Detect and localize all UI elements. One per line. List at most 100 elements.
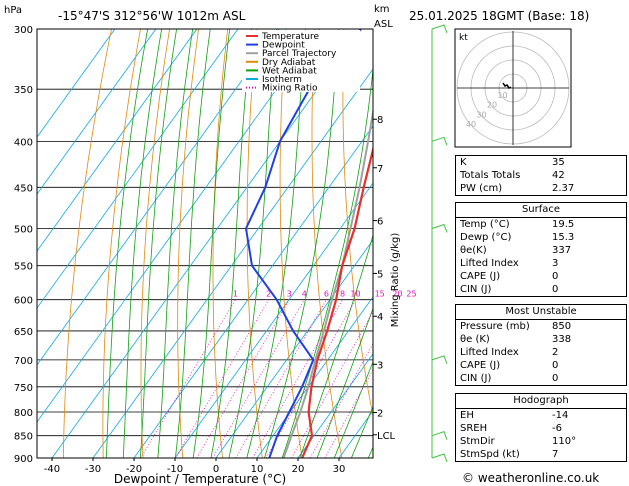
pressure-axis: 300 350 400 450 500 550 600 650 700 750 800 850 900 (14, 25, 33, 465)
mixing-ratio-line (196, 299, 290, 458)
wet-adiabat-line (210, 29, 252, 458)
wet-adiabat-line (192, 29, 231, 458)
mixing-ratio-label: 4 (302, 290, 307, 299)
hodograph-ring-label: 20 (487, 101, 497, 110)
dry-adiabat-line (246, 29, 263, 458)
grid-lines (37, 29, 373, 458)
hodo-row: StmDir 110° (460, 436, 577, 447)
temperature-tick-label: 10 (251, 464, 264, 475)
dry-adiabat-line (342, 29, 373, 419)
km-tick-label: 8 (377, 115, 383, 126)
mixing-ratio-line (174, 299, 270, 458)
pressure-tick-label: 600 (14, 296, 33, 307)
mixing-ratio-label: 20 (392, 290, 402, 299)
mixing-ratio-axis-label: Mixing Ratio (g/kg) (390, 233, 401, 328)
km-axis: 8 7 6 5 4 3 2 LCL (373, 115, 396, 442)
temperature-tick-label: -40 (44, 464, 60, 475)
footer-credit: © weatheronline.co.uk (462, 471, 599, 485)
isotherm-line (37, 29, 239, 309)
legend-label: Wet Adiabat (262, 66, 317, 76)
pressure-tick-label: 800 (14, 408, 33, 419)
mixing-ratio-line (324, 368, 373, 458)
pressure-tick-label: 500 (14, 224, 33, 235)
isotherm-line (37, 29, 198, 252)
wet-adiabat-line (228, 29, 277, 458)
km-tick-label: 7 (377, 164, 383, 175)
pressure-tick-label: 900 (14, 454, 33, 465)
wind-barbs (431, 24, 448, 463)
isotherm-line (37, 29, 280, 366)
km-tick-label: 2 (377, 408, 383, 419)
hodograph-title: Hodograph (456, 394, 626, 409)
pressure-tick-label: 400 (14, 137, 33, 148)
wind-barb (431, 431, 448, 440)
wet-adiabat-line (105, 29, 148, 458)
surface-row: CIN (J) 0 (460, 284, 559, 295)
hpa-label: hPa (4, 5, 22, 16)
mixing-ratio-line (252, 299, 343, 458)
mixing-ratio-label: 10 (350, 290, 360, 299)
parcel-trajectory-line (282, 106, 373, 458)
mu-row: Pressure (mb) 850 (460, 321, 572, 332)
km-tick-label: LCL (377, 431, 396, 442)
wet-adiabat-line (316, 307, 373, 458)
x-axis-label: Dewpoint / Temperature (°C) (114, 472, 286, 486)
dry-adiabat-line (212, 29, 229, 458)
asl-label: ASL (374, 19, 393, 30)
index-row: PW (cm) 2.37 (460, 183, 575, 194)
hodograph-ring-label: 30 (476, 110, 486, 119)
wet-adiabat-line (264, 29, 340, 458)
wind-barb (431, 355, 448, 365)
legend-label: Dewpoint (262, 41, 305, 51)
surface-row: Temp (°C) 19.5 (460, 219, 575, 230)
mu-row: θe (K) 338 (460, 334, 572, 345)
pressure-tick-label: 450 (14, 183, 33, 194)
isotherm-line (37, 29, 157, 195)
hodograph-ring-label: 40 (466, 120, 476, 129)
hodo-row: StmSpd (kt) 7 (460, 449, 559, 460)
hodograph-unit: kt (459, 33, 468, 43)
mixing-ratio-line (265, 299, 356, 458)
dry-adiabat-line (311, 29, 343, 458)
mu-row: CAPE (J) 0 (460, 360, 559, 371)
temperature-tick-label: 20 (292, 464, 305, 475)
plot-frame (36, 28, 374, 459)
isotherm-line (37, 29, 321, 423)
pressure-tick-label: 300 (14, 25, 33, 36)
mixing-ratio-label: 3 (287, 290, 292, 299)
temperature-axis: -40 -30 -20 -10 0 10 20 30 (44, 458, 345, 475)
mixing-ratio-label: 8 (340, 290, 345, 299)
index-row: K 35 (460, 157, 565, 168)
dewpoint-line (245, 29, 362, 458)
wind-barb (431, 223, 448, 233)
mixing-ratio-label: 15 (375, 290, 385, 299)
isotherm-line (37, 29, 116, 138)
pressure-tick-label: 550 (14, 262, 33, 273)
mixing-ratio-label: 2 (266, 290, 271, 299)
wet-adiabat-line (246, 29, 306, 458)
wet-adiabat-line (333, 360, 373, 458)
temperature-tick-label: -30 (85, 464, 101, 475)
wet-adiabat-line (140, 29, 177, 458)
dry-adiabat-line (63, 29, 112, 458)
legend-label: Parcel Trajectory (262, 49, 337, 59)
temperature-tick-label: -20 (126, 464, 142, 475)
legend-label: Dry Adiabat (262, 58, 316, 68)
surface-row: CAPE (J) 0 (460, 271, 559, 282)
temperature-tick-label: 0 (213, 464, 219, 475)
pressure-tick-label: 700 (14, 356, 33, 367)
most-unstable-title: Most Unstable (456, 305, 626, 320)
mixing-ratio-line (235, 299, 327, 458)
mu-row: CIN (J) 0 (460, 373, 559, 384)
wind-barb (431, 24, 448, 34)
legend-label: Temperature (261, 32, 319, 42)
location-title: -15°47'S 312°56'W 1012m ASL (58, 9, 246, 23)
surface-table: Surface Temp (°C) 19.5 Dewp (°C) 15.3 θe(K… (455, 202, 627, 297)
km-tick-label: 6 (377, 217, 383, 228)
km-label: km (374, 4, 390, 15)
most-unstable-table: Most Unstable Pressure (mb) 850 θe (K) 338… (455, 304, 627, 386)
surface-row: θe(K) 337 (460, 245, 572, 256)
